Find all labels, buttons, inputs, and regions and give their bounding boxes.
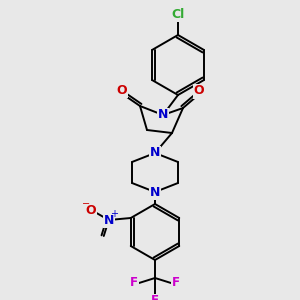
Text: −: − <box>82 199 90 209</box>
Text: Cl: Cl <box>171 8 184 20</box>
Text: O: O <box>117 83 127 97</box>
Text: O: O <box>194 85 204 98</box>
Text: N: N <box>150 185 160 199</box>
Text: N: N <box>150 146 160 160</box>
Text: +: + <box>110 209 118 219</box>
Text: F: F <box>172 277 180 290</box>
Text: O: O <box>85 203 96 217</box>
Text: F: F <box>151 295 159 300</box>
Text: F: F <box>130 277 138 290</box>
Text: N: N <box>103 214 114 226</box>
Text: N: N <box>158 109 168 122</box>
